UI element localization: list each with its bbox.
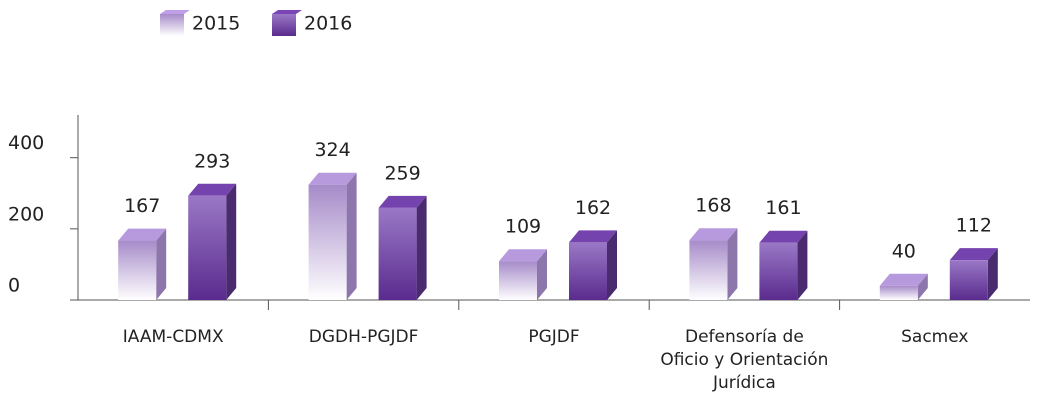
bar [689, 228, 738, 300]
legend-label: 2016 [304, 13, 352, 35]
bar-top [308, 172, 357, 185]
bar [118, 228, 167, 300]
value-label: 40 [892, 240, 916, 262]
bar-top [879, 273, 928, 286]
bar [949, 248, 998, 300]
bar-side [797, 230, 808, 300]
bar-front [759, 242, 798, 300]
y-tick-label: 400 [8, 132, 44, 154]
bar-front [118, 240, 157, 300]
value-label: 168 [695, 195, 731, 217]
value-label: 109 [505, 216, 541, 238]
bar-top [378, 195, 427, 208]
bar-front [499, 261, 537, 300]
bar-side [156, 228, 167, 300]
legend-swatch-top [160, 10, 190, 14]
x-tick-label: PGJDF [528, 327, 580, 347]
bar-side [727, 228, 738, 300]
y-tick-label: 0 [8, 275, 20, 297]
x-tick-label: Defensoría de Oficio y Orientación Juríd… [660, 327, 829, 393]
bar [569, 230, 617, 300]
bar-top [118, 228, 167, 241]
value-label: 259 [384, 162, 420, 184]
legend-swatch [160, 14, 184, 36]
bar-side [416, 195, 427, 300]
bar-front [378, 207, 417, 300]
x-tick-label: Sacmex [901, 327, 969, 347]
bar-side [987, 248, 998, 300]
bar-top [759, 230, 808, 243]
bar-front [879, 285, 918, 300]
bar-front [308, 184, 347, 300]
bar-side [226, 183, 237, 300]
bar [378, 195, 427, 300]
bar [308, 172, 357, 300]
legend-swatch-top [272, 10, 302, 14]
value-label: 167 [124, 195, 160, 217]
bar-side [346, 172, 357, 300]
bar-front [569, 242, 607, 300]
value-label: 112 [956, 215, 992, 237]
x-tick-label: DGDH-PGJDF [308, 327, 419, 347]
bar [879, 273, 928, 300]
value-label: 293 [194, 150, 230, 172]
bar-top [188, 183, 237, 196]
bar-side [917, 273, 928, 300]
value-label: 161 [765, 197, 801, 219]
bar-top [499, 249, 547, 262]
bar-front [689, 240, 728, 300]
bar [188, 183, 237, 300]
bar-top [569, 230, 617, 243]
bar-front [188, 195, 227, 300]
legend-label: 2015 [192, 13, 240, 35]
value-label: 324 [314, 139, 350, 161]
bar-side [607, 230, 617, 300]
bar-side [537, 249, 547, 300]
bar-front [949, 260, 988, 300]
bar-top [949, 248, 998, 261]
bar-top [689, 228, 738, 241]
value-label: 162 [575, 197, 611, 219]
bar [499, 249, 547, 300]
x-tick-label: IAAM-CDMX [122, 327, 224, 347]
bar [759, 230, 808, 300]
y-tick-label: 200 [8, 203, 44, 225]
legend-swatch [272, 14, 296, 36]
